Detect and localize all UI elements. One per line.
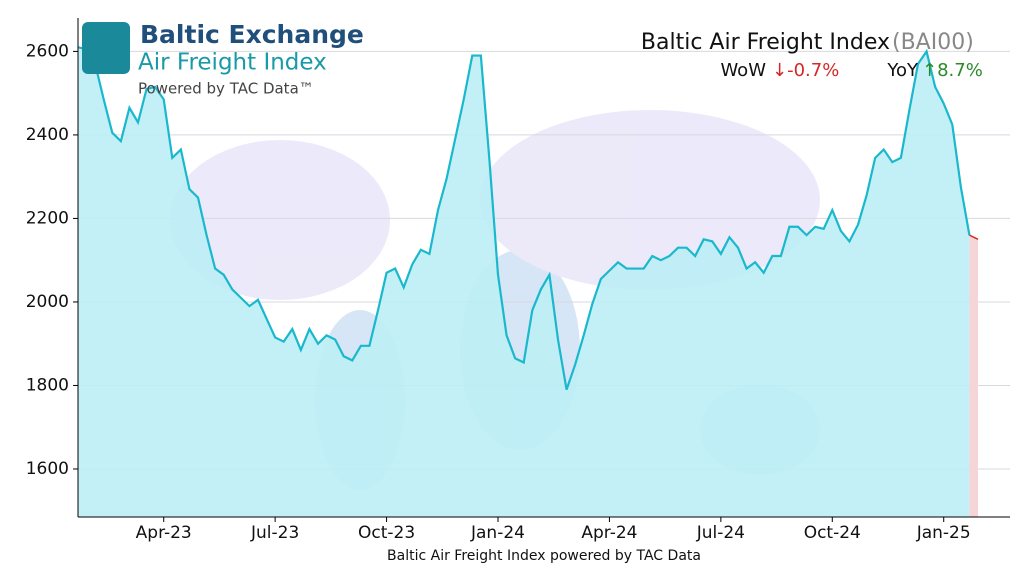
change-segment bbox=[969, 234, 979, 240]
x-tick-label: Jan-25 bbox=[916, 523, 971, 543]
wow-value: ↓-0.7% bbox=[772, 60, 839, 81]
plot-area bbox=[77, 46, 1010, 518]
title-code: (BAI00) bbox=[892, 30, 974, 55]
y-tick-label: 2600 bbox=[26, 41, 69, 61]
x-tick-label: Jan-24 bbox=[470, 523, 525, 543]
x-tick-label: Jul-23 bbox=[250, 523, 299, 543]
y-tick-label: 1600 bbox=[26, 459, 69, 479]
y-tick-label: 2400 bbox=[26, 125, 69, 145]
logo-powered: Powered by TAC Data™ bbox=[138, 80, 314, 98]
y-tick-label: 2000 bbox=[26, 292, 69, 312]
yoy-value: ↑8.7% bbox=[922, 60, 983, 81]
x-tick-label: Oct-23 bbox=[358, 523, 415, 543]
logo-title: Baltic Exchange bbox=[140, 20, 364, 49]
x-tick-label: Oct-24 bbox=[804, 523, 861, 543]
wow-label: WoW bbox=[720, 60, 766, 81]
yoy-label: YoY bbox=[886, 60, 919, 81]
x-tick-label: Apr-23 bbox=[136, 523, 192, 543]
area-fill bbox=[78, 47, 970, 517]
y-tick-label: 1800 bbox=[26, 375, 69, 395]
x-axis-label: Baltic Air Freight Index powered by TAC … bbox=[387, 548, 701, 564]
chart-title: Baltic Air Freight Index bbox=[641, 30, 890, 55]
index-line bbox=[77, 46, 971, 390]
logo-subtitle: Air Freight Index bbox=[138, 50, 327, 76]
change-fill bbox=[969, 235, 978, 518]
logo-icon bbox=[82, 22, 130, 74]
x-tick-label: Jul-24 bbox=[696, 523, 745, 543]
logo: Baltic Exchange Air Freight Index Powere… bbox=[82, 20, 364, 98]
y-tick-label: 2200 bbox=[26, 208, 69, 228]
x-tick-label: Apr-24 bbox=[581, 523, 637, 543]
